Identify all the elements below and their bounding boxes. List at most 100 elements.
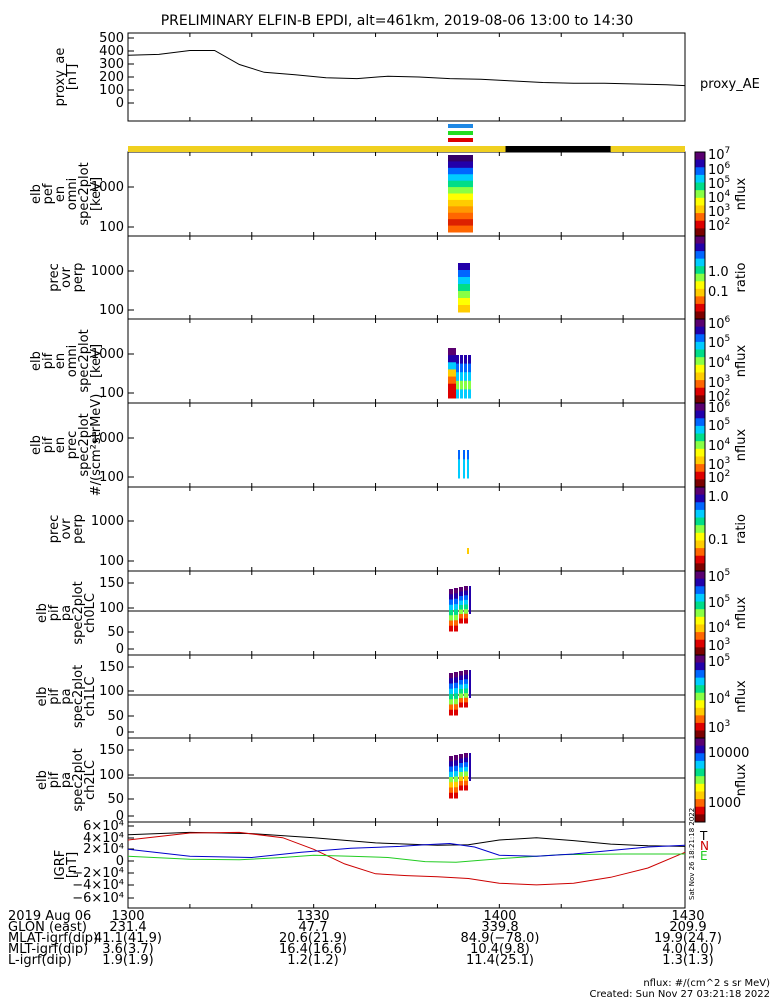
spectrogram-bin <box>448 174 453 182</box>
y-tick-label: 50 <box>107 792 124 807</box>
spectrogram-bin <box>463 161 468 169</box>
pitch-angle-bin <box>459 618 463 624</box>
footer-row-label: L-igrf(dip) <box>8 953 72 968</box>
y-tick-label: 400 <box>99 44 124 59</box>
spectrogram-bin <box>467 468 469 479</box>
y-axis-label-line: ch0LC <box>83 593 98 633</box>
spectrogram-bin <box>463 219 468 227</box>
footer-value: 1330 <box>296 909 329 924</box>
pitch-angle-bin <box>454 704 458 711</box>
pitch-angle-bin <box>464 785 468 791</box>
pitch-angle-bin <box>454 765 458 772</box>
indicator-blue <box>448 124 473 128</box>
colorbar-swatch <box>695 334 705 343</box>
colorbar-tick-exponent: 5 <box>725 175 731 185</box>
spectrogram-bin <box>463 193 468 201</box>
pitch-angle-bin <box>449 761 453 767</box>
colorbar-swatch <box>695 190 705 199</box>
ratio-bin <box>462 270 466 278</box>
colorbar-swatch <box>695 418 705 427</box>
y-tick-label: 100 <box>99 303 124 318</box>
proxy-ae-line <box>127 50 686 87</box>
spectrogram-bin <box>468 180 473 188</box>
y-axis-label-line: spec2plot <box>77 162 92 225</box>
y-axis-label-line: ch1LC <box>83 677 98 717</box>
spectrogram-bin <box>468 206 473 214</box>
colorbar-swatch <box>695 563 705 572</box>
created-note: Created: Sun Nov 27 03:21:18 2022 <box>590 989 770 1000</box>
y-axis-label-line: proxy_ae <box>53 48 68 107</box>
pitch-angle-bin <box>464 683 468 689</box>
y-tick-label: 0 <box>116 96 124 111</box>
pitch-angle-bin <box>459 675 463 681</box>
colorbar-swatch <box>695 487 705 496</box>
colorbar-tick-label: 106 <box>708 315 731 332</box>
spectrogram-bin <box>456 372 459 382</box>
colorbar-swatch <box>695 380 705 389</box>
y-tick-label: 200 <box>99 70 124 85</box>
y-tick-label: 0 <box>116 642 124 657</box>
spectrogram-bin <box>468 389 471 399</box>
y-tick-label: 4×10⁴ <box>83 831 124 846</box>
y-tick-label: 0 <box>116 854 124 869</box>
colorbar-tick-exponent: 6 <box>725 161 731 171</box>
pitch-angle-bin <box>464 766 468 772</box>
igrf-legend-t: T <box>699 829 708 843</box>
y-tick-label: −4×10⁴ <box>72 878 124 893</box>
colorbar-tick-label: 104 <box>708 437 731 454</box>
y-axis-label-line: spec2plot <box>71 665 86 728</box>
y-axis-label-line: prec <box>65 431 80 459</box>
ratio-bin <box>466 284 470 292</box>
pitch-angle-bin <box>459 776 463 782</box>
colorbar-tick-exponent: 3 <box>725 719 731 729</box>
footer-value: 20.6(21.9) <box>279 931 347 946</box>
spectrogram-bin <box>458 180 463 188</box>
spectrogram-bin <box>458 174 463 182</box>
y-axis-label-line: ovr <box>59 266 74 288</box>
colorbar-swatch <box>695 349 705 358</box>
pitch-angle-bin <box>454 625 458 632</box>
colorbar-swatch <box>695 159 705 168</box>
colorbar-swatch <box>695 236 705 245</box>
panel-frame <box>127 737 686 823</box>
pitch-angle-bin <box>464 753 468 759</box>
panel-frame <box>127 654 686 739</box>
spectrogram-bin <box>458 167 463 175</box>
footer-value: 16.4(16.6) <box>279 942 347 957</box>
pitch-angle-bin <box>459 680 463 685</box>
footer-value: 1300 <box>111 909 144 924</box>
igrf-side-text: Sat Nov 26 18:21:18 2022 <box>688 808 696 900</box>
spectrogram-bin <box>458 206 463 214</box>
y-tick-label: 300 <box>99 57 124 72</box>
panel-frame <box>127 486 686 572</box>
colorbar-tick-exponent: 4 <box>725 189 731 199</box>
pitch-angle-bin <box>449 615 453 621</box>
y-axis-label-line: elb <box>35 770 50 790</box>
colorbar-swatch <box>695 174 705 184</box>
colorbar-swatch <box>695 281 705 290</box>
spectrogram-bin <box>448 390 452 399</box>
colorbar-swatch <box>695 662 705 671</box>
ratio-bin <box>458 277 462 285</box>
y-tick-label: 1000 <box>91 264 124 279</box>
spectrogram-bin <box>460 363 463 373</box>
y-tick-label: 100 <box>99 83 124 98</box>
spectrogram-bin <box>456 363 459 373</box>
y-axis-label: elbpifenprecspec2plot#/(scm²strMeV) <box>29 394 104 497</box>
footer-value: 3.6(3.7) <box>102 942 154 957</box>
colorbar-tick-exponent: 2 <box>725 217 731 227</box>
pitch-angle-bin <box>459 605 463 610</box>
pitch-angle-bin <box>464 702 468 708</box>
y-axis-label-line: prec <box>47 515 62 543</box>
pitch-angle-bin <box>449 673 453 679</box>
pitch-angle-bin <box>469 586 471 614</box>
colorbar-label: nflux <box>734 429 749 462</box>
colorbar-tick-label: 104 <box>708 690 731 707</box>
y-tick-label: 100 <box>99 601 124 616</box>
spectrogram-bin <box>467 459 469 470</box>
spectrogram-bin <box>463 225 468 233</box>
pitch-angle-bin <box>464 776 468 782</box>
footer-row-label: GLON (east) <box>8 920 87 935</box>
igrf-line <box>127 842 686 859</box>
colorbar-swatch <box>695 251 705 260</box>
